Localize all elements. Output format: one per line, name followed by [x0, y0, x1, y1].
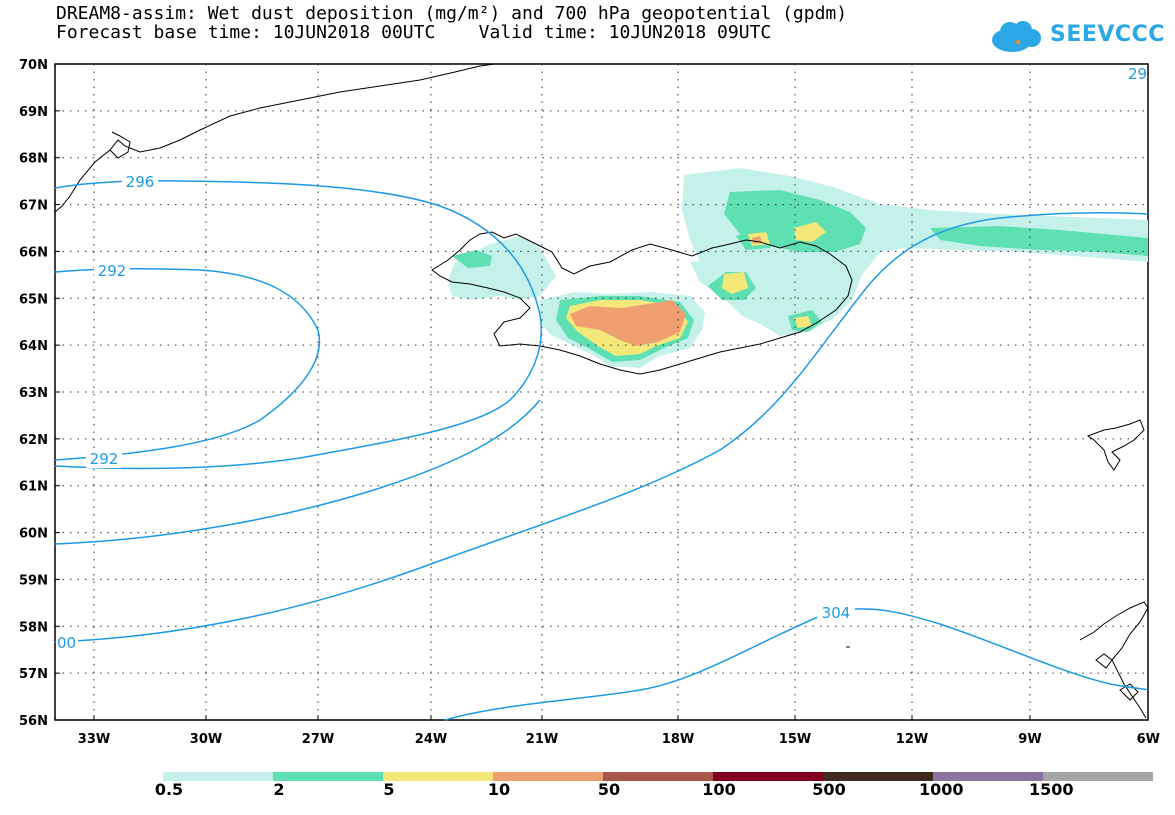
colorbar-swatch — [383, 772, 493, 781]
latitude-label: 62N — [19, 433, 48, 448]
colorbar-label: 10 — [487, 780, 511, 799]
colorbar-swatch — [603, 772, 713, 781]
map-frame — [54, 63, 1149, 721]
contour-label-29-partial: 29 — [1128, 65, 1147, 83]
latitude-label: 60N — [19, 527, 48, 542]
contour-label-300-partial: 00 — [57, 634, 76, 652]
greenland-coast — [54, 63, 496, 213]
latitude-label: 56N — [19, 714, 48, 729]
latitude-label: 65N — [19, 292, 48, 307]
latitude-label: 67N — [19, 199, 48, 214]
scotland-isles — [1095, 653, 1139, 701]
map-subtitle: Forecast base time: 10JUN2018 00UTC Vali… — [56, 22, 772, 43]
colorbar-label: 1500 — [1029, 780, 1074, 799]
longitude-label: 24W — [415, 732, 447, 747]
longitude-label: 12W — [896, 732, 928, 747]
colorbar-label: 500 — [812, 780, 846, 799]
colorbar-label: 0.5 — [154, 780, 184, 799]
map-title: DREAM8-assim: Wet dust deposition (mg/m²… — [56, 3, 848, 24]
colorbar-swatch — [493, 772, 603, 781]
faroe-coast — [1086, 419, 1145, 471]
dust-deposition-shading — [448, 168, 1148, 368]
latitude-label: 59N — [19, 573, 48, 588]
greenland-coast-inner — [109, 131, 131, 159]
longitude-label: 30W — [190, 732, 222, 747]
colorbar-swatch — [933, 772, 1043, 781]
longitude-label: 9W — [1018, 732, 1041, 747]
latitude-label: 70N — [19, 58, 48, 73]
latitude-label: 68N — [19, 152, 48, 167]
colorbar-label: 1000 — [919, 780, 964, 799]
colorbar-label: 50 — [597, 780, 621, 799]
colorbar — [163, 772, 1153, 781]
seevccc-logo: SEEVCCC — [990, 16, 1164, 56]
colorbar-label: 5 — [383, 780, 395, 799]
contour-label-304: 304 — [822, 604, 851, 622]
latitude-label: 57N — [19, 667, 48, 682]
latitude-label: 63N — [19, 386, 48, 401]
contour-label-292a: 292 — [98, 262, 127, 280]
contour-label-292b: 292 — [90, 450, 119, 468]
logo-text: SEEVCCC — [1050, 22, 1165, 47]
colorbar-label: 100 — [702, 780, 736, 799]
colorbar-swatch — [163, 772, 273, 781]
contour-label-296: 296 — [126, 173, 155, 191]
longitude-label: 15W — [779, 732, 811, 747]
latitude-label: 58N — [19, 620, 48, 635]
longitude-label: 6W — [1137, 732, 1160, 747]
colorbar-swatch — [1043, 772, 1153, 781]
latitude-label: 66N — [19, 245, 48, 260]
cloud-logo-icon — [992, 21, 1041, 52]
latitude-label: 69N — [19, 105, 48, 120]
latitude-label: 61N — [19, 480, 48, 495]
latitude-labels: 70N 69N 68N 67N 66N 65N 64N 63N 62N 61N 60N 59N 58N 5… — [19, 58, 60, 729]
iceland-coast — [431, 231, 853, 375]
longitude-label: 21W — [526, 732, 558, 747]
coastlines — [54, 63, 1149, 719]
longitude-labels: 33W 30W 27W 24W 21W 18W 15W 12W 9W 6W — [78, 715, 1160, 747]
longitude-label: 27W — [302, 732, 334, 747]
scotland-coast — [1079, 601, 1149, 719]
latitude-label: 64N — [19, 339, 48, 354]
colorbar-swatch — [273, 772, 383, 781]
colorbar-label: 2 — [273, 780, 285, 799]
colorbar-swatch — [713, 772, 823, 781]
contour-labels: 296 292 292 304 00 29 — [56, 65, 1147, 652]
colorbar-swatch — [823, 772, 933, 781]
longitude-label: 18W — [662, 732, 694, 747]
longitude-label: 33W — [78, 732, 110, 747]
